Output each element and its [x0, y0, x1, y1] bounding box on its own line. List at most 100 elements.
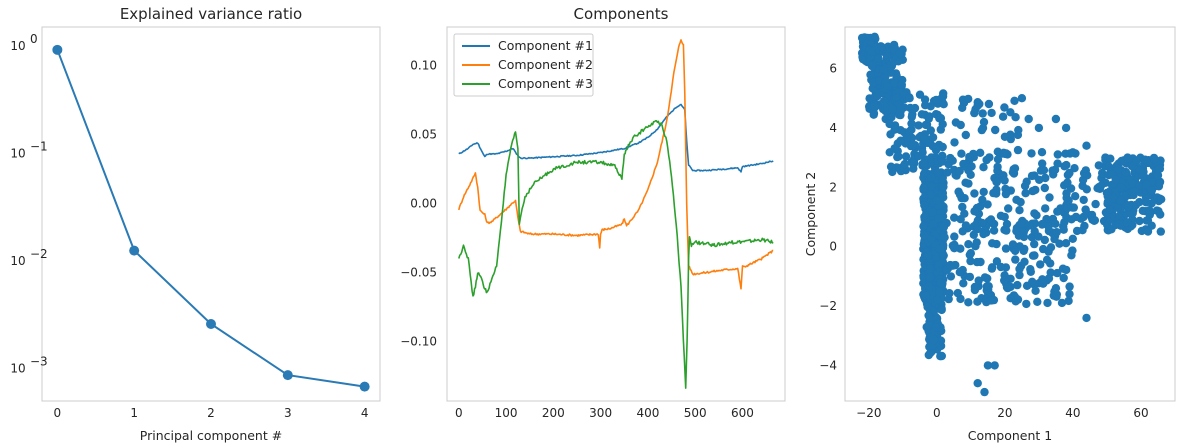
scatter-point [907, 112, 916, 122]
scatter-point [1000, 103, 1009, 112]
scatter-point [921, 101, 930, 110]
scatter-point [1156, 227, 1166, 236]
scatter-point [1065, 289, 1074, 299]
scatter-point [897, 80, 906, 89]
scatter-point [927, 235, 936, 244]
scatter-point [1036, 260, 1045, 269]
scatter-point [924, 350, 933, 360]
scatter-point [1114, 212, 1124, 221]
scatter-point [955, 268, 964, 277]
scatter-point [1013, 280, 1022, 290]
scatter-point [882, 52, 892, 61]
scatter-point [1071, 192, 1080, 201]
variance-point [206, 318, 216, 329]
scatter-point [1071, 212, 1081, 222]
scatter-point [950, 213, 959, 222]
scatter-point [914, 152, 923, 161]
scatter-point [1069, 203, 1079, 212]
scatter-point [1078, 181, 1087, 191]
legend-box [453, 33, 594, 97]
scatter-point [926, 190, 935, 199]
scatter-point [875, 77, 884, 86]
x-tick-label: 1 [130, 406, 138, 420]
scatter-point [1031, 286, 1040, 295]
scatter-point [932, 252, 941, 262]
scatter-point [920, 135, 929, 144]
scatter-point [1103, 189, 1113, 198]
scatter-point [1116, 196, 1125, 205]
scatter-point [1030, 251, 1039, 260]
scatter-point [932, 144, 941, 153]
scatter-point [979, 163, 988, 172]
scatter-point [883, 82, 892, 92]
scatter-point [982, 155, 991, 165]
scatter-point [905, 94, 914, 103]
scatter-point [1000, 212, 1009, 222]
scatter-point [933, 168, 943, 178]
scatter-point [979, 117, 989, 127]
scatter-point [932, 196, 942, 205]
scatter-point [979, 229, 988, 239]
scatter-point [964, 94, 973, 104]
x-tick-label: 20 [997, 406, 1012, 420]
scatter-point [1011, 255, 1020, 264]
y-axis-label: Component 2 [803, 172, 818, 257]
scatter-point [1041, 204, 1050, 213]
scatter-point [979, 187, 988, 197]
scatter-point [988, 239, 997, 248]
scatter-point [919, 230, 929, 240]
scatter-point [955, 166, 964, 176]
scatter-point [1010, 96, 1019, 106]
scatter-point [1051, 219, 1060, 228]
scatter-point [1079, 195, 1088, 205]
scatter-point [1079, 169, 1089, 178]
scatter-point [938, 175, 947, 184]
scatter-point [992, 257, 1002, 266]
scatter-point [936, 352, 945, 361]
scatter-point [1014, 231, 1024, 240]
scatter-point [982, 282, 992, 291]
explained-variance-chart: Explained variance ratio 0 1 2 3 410 010 −110−… [10, 5, 381, 443]
scatter-point [1138, 206, 1148, 215]
scatter-point [879, 65, 888, 74]
y-tick-label: −0.10 [400, 335, 437, 349]
scatter-point [990, 361, 999, 370]
scatter-point [939, 100, 948, 109]
y-tick-exponent: 0 [30, 32, 38, 46]
scatter-point [1057, 298, 1067, 308]
scatter-point [919, 222, 928, 231]
scatter-point [931, 323, 940, 332]
scatter-point [1067, 251, 1076, 260]
scatter-point [1040, 235, 1050, 245]
scatter-point [1027, 149, 1036, 158]
scatter-point [970, 207, 979, 216]
scatter-point [937, 305, 946, 315]
scatter-point [940, 233, 949, 242]
x-tick-label: 60 [1133, 406, 1148, 420]
scatter-point [921, 291, 931, 300]
scatter-point [1062, 265, 1071, 275]
scatter-point [938, 92, 948, 101]
scatter-point [950, 138, 959, 147]
scatter-point [1051, 114, 1061, 124]
y-tick-label: −4 [819, 358, 837, 372]
scatter-point [1068, 234, 1078, 243]
scatter-point [992, 177, 1001, 187]
scatter-point [965, 272, 975, 282]
scatter-point [998, 112, 1008, 121]
scatter-point [1038, 159, 1047, 168]
scatter-point [953, 288, 962, 298]
scatter-point [1000, 276, 1009, 285]
scatter-point [858, 54, 868, 64]
scatter-point [885, 119, 894, 129]
scatter-point [1011, 113, 1020, 122]
scatter-point [1063, 178, 1072, 187]
legend-label-component-3: Component #3 [498, 76, 593, 91]
scatter-point [970, 189, 979, 198]
legend: Component #1 Component #2 Component #3 [453, 33, 594, 97]
y-tick-label: −0.05 [400, 266, 437, 280]
scatter-point [896, 136, 905, 145]
scatter-point [991, 125, 1000, 135]
scatter-point [1150, 155, 1159, 164]
scatter-point [1155, 179, 1164, 188]
